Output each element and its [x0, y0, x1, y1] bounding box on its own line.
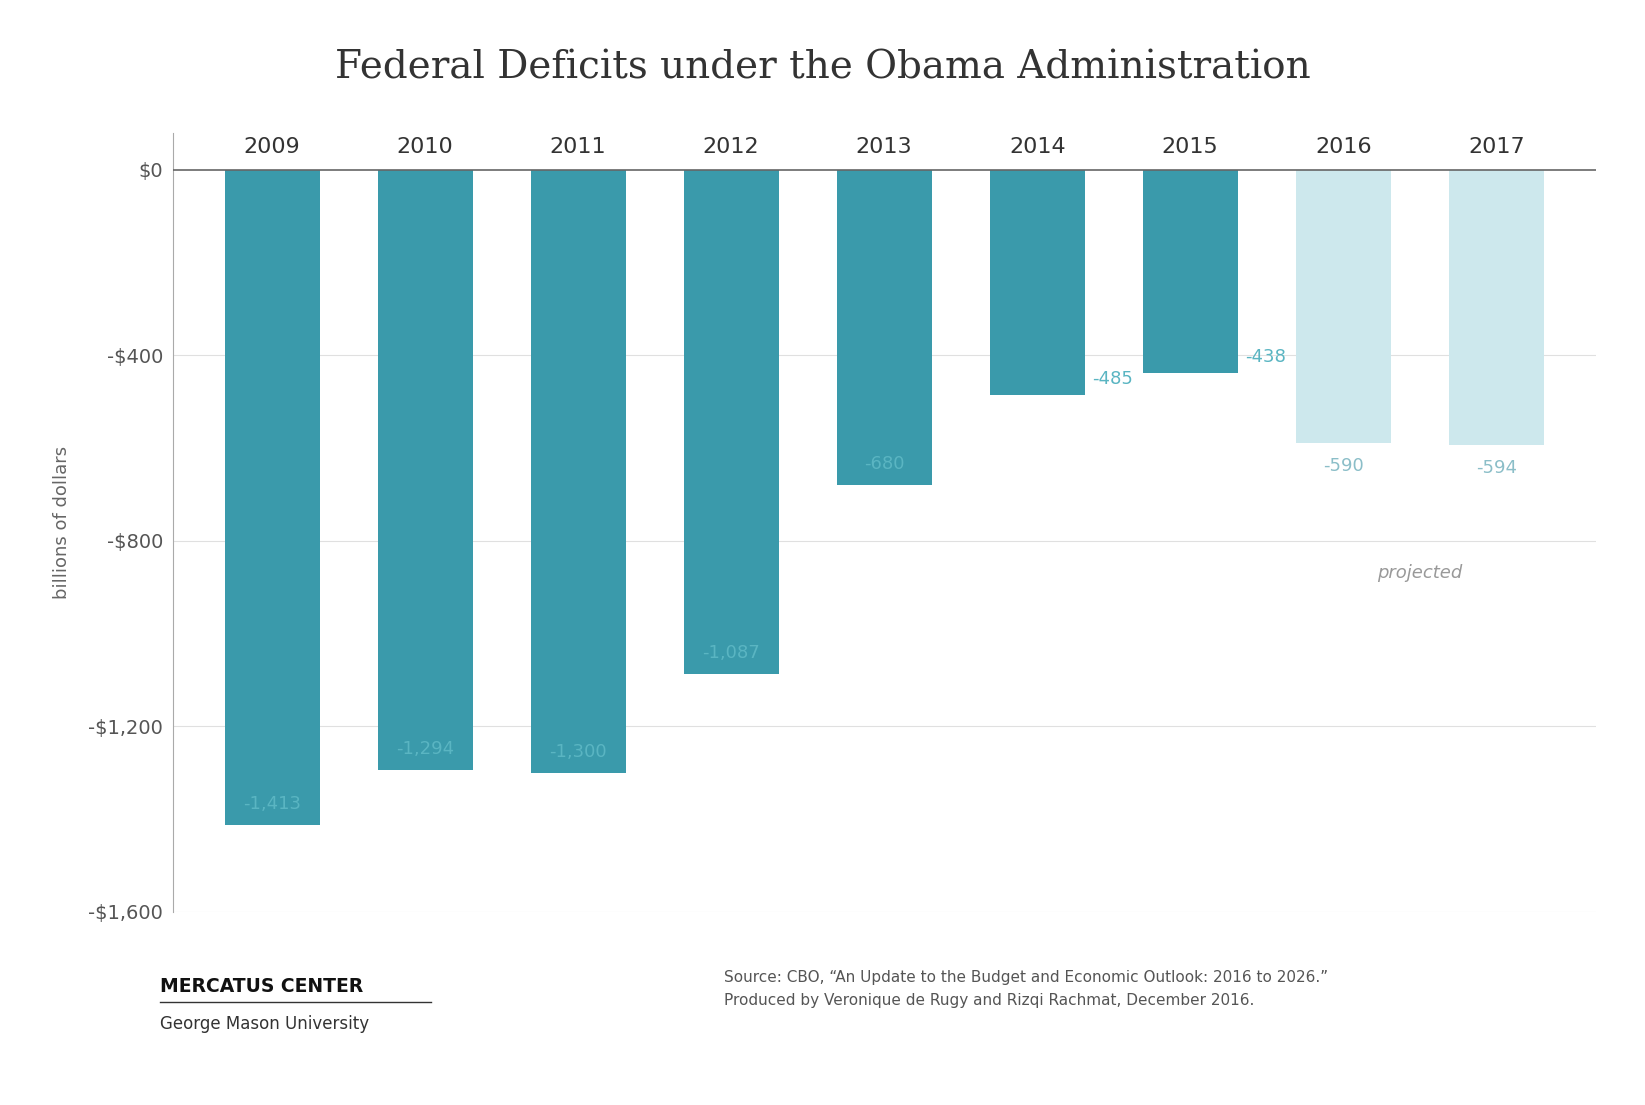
- Text: Source: CBO, “An Update to the Budget and Economic Outlook: 2016 to 2026.”
Produ: Source: CBO, “An Update to the Budget an…: [724, 970, 1328, 1008]
- Bar: [684, 170, 778, 674]
- Bar: [225, 170, 319, 825]
- Text: -1,300: -1,300: [549, 743, 607, 761]
- Text: 2017: 2017: [1467, 137, 1525, 157]
- Text: 2009: 2009: [243, 137, 301, 157]
- Text: -680: -680: [864, 455, 905, 473]
- Text: Federal Deficits under the Obama Administration: Federal Deficits under the Obama Adminis…: [334, 50, 1311, 86]
- Bar: [531, 170, 625, 772]
- Bar: [1449, 170, 1543, 445]
- Bar: [837, 170, 931, 485]
- Text: -1,413: -1,413: [243, 796, 301, 813]
- Text: 2010: 2010: [396, 137, 454, 157]
- Bar: [1296, 170, 1390, 443]
- Text: George Mason University: George Mason University: [160, 1015, 368, 1033]
- Text: -1,087: -1,087: [702, 644, 760, 662]
- Text: -485: -485: [1092, 370, 1133, 388]
- Bar: [378, 170, 472, 770]
- Text: MERCATUS CENTER: MERCATUS CENTER: [160, 977, 364, 997]
- Text: 2014: 2014: [1008, 137, 1066, 157]
- Text: -1,294: -1,294: [396, 740, 454, 758]
- Bar: [990, 170, 1084, 394]
- Y-axis label: billions of dollars: billions of dollars: [53, 445, 71, 599]
- Text: 2011: 2011: [549, 137, 607, 157]
- Bar: [1143, 170, 1237, 372]
- Text: 2013: 2013: [855, 137, 913, 157]
- Text: 2015: 2015: [1161, 137, 1219, 157]
- Text: -438: -438: [1245, 348, 1286, 366]
- Text: projected: projected: [1377, 565, 1462, 582]
- Text: 2012: 2012: [702, 137, 760, 157]
- Text: -590: -590: [1323, 457, 1364, 475]
- Text: 2016: 2016: [1314, 137, 1372, 157]
- Text: -594: -594: [1476, 459, 1517, 477]
